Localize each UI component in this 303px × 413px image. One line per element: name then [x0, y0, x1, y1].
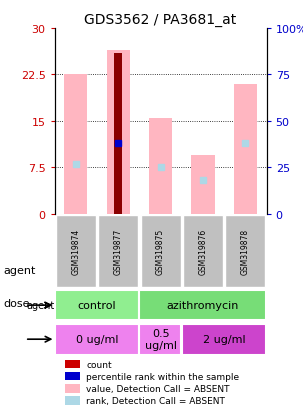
Text: 0 ug/ml: 0 ug/ml	[76, 335, 118, 344]
Title: GDS3562 / PA3681_at: GDS3562 / PA3681_at	[85, 12, 237, 26]
FancyBboxPatch shape	[225, 216, 265, 287]
FancyBboxPatch shape	[139, 324, 181, 355]
Text: rank, Detection Call = ABSENT: rank, Detection Call = ABSENT	[86, 396, 225, 405]
Text: azithromycin: azithromycin	[167, 300, 239, 311]
FancyBboxPatch shape	[183, 216, 223, 287]
FancyBboxPatch shape	[139, 290, 266, 320]
Text: control: control	[78, 300, 116, 311]
Bar	[64, 75, 87, 214]
Bar	[65, 384, 80, 393]
Text: GSM319875: GSM319875	[156, 228, 165, 274]
Text: percentile rank within the sample: percentile rank within the sample	[86, 372, 239, 381]
Bar	[107, 50, 130, 214]
Bar	[191, 156, 215, 214]
Text: GSM319876: GSM319876	[198, 228, 208, 274]
Text: GSM319874: GSM319874	[71, 228, 80, 274]
Text: count: count	[86, 360, 112, 369]
Text: value, Detection Call = ABSENT: value, Detection Call = ABSENT	[86, 384, 230, 393]
Bar	[65, 372, 80, 380]
Text: 0.5
ug/ml: 0.5 ug/ml	[145, 329, 177, 350]
Bar	[149, 119, 172, 214]
Bar	[114, 54, 122, 214]
FancyBboxPatch shape	[98, 216, 138, 287]
FancyBboxPatch shape	[141, 216, 181, 287]
Text: dose: dose	[3, 299, 29, 309]
FancyBboxPatch shape	[55, 324, 138, 355]
FancyBboxPatch shape	[182, 324, 266, 355]
Text: 2 ug/ml: 2 ug/ml	[203, 335, 245, 344]
Bar	[65, 396, 80, 405]
Bar	[65, 360, 80, 368]
Text: agent: agent	[26, 300, 55, 311]
Text: agent: agent	[3, 266, 35, 275]
FancyBboxPatch shape	[56, 216, 96, 287]
Bar	[234, 85, 257, 214]
Text: GSM319877: GSM319877	[114, 228, 123, 274]
FancyBboxPatch shape	[55, 290, 138, 320]
Text: GSM319878: GSM319878	[241, 228, 250, 274]
